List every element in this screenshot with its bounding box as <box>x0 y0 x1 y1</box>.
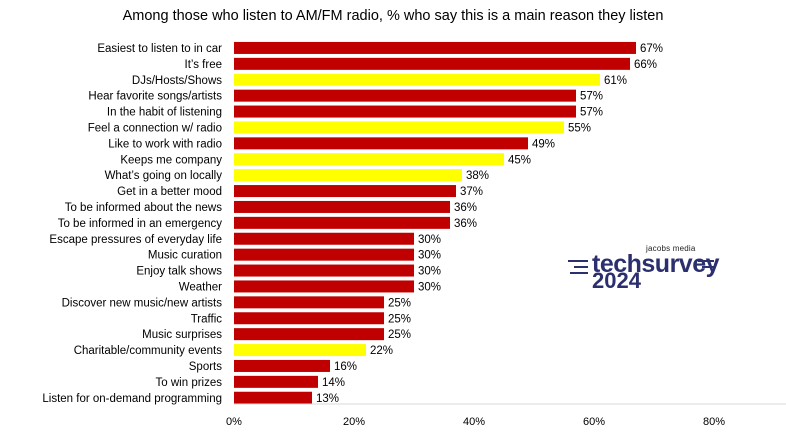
logo-speed-line <box>698 260 714 262</box>
category-label: DJs/Hosts/Shows <box>132 75 222 87</box>
category-label: Easiest to listen to in car <box>97 43 222 55</box>
category-label: Music curation <box>148 250 222 262</box>
category-label: In the habit of listening <box>107 107 222 119</box>
category-label: Sports <box>189 361 222 373</box>
x-tick-label: 80% <box>703 416 725 428</box>
logo-brand: jacobs media <box>646 244 696 253</box>
value-label: 14% <box>322 377 345 389</box>
value-label: 38% <box>466 170 489 182</box>
bar <box>234 216 450 229</box>
value-label: 66% <box>634 59 657 71</box>
bar <box>234 89 576 102</box>
category-label: What’s going on locally <box>105 170 223 182</box>
x-tick-label: 20% <box>343 416 365 428</box>
value-label: 49% <box>532 138 555 150</box>
value-label: 30% <box>418 250 441 262</box>
bar <box>234 153 504 166</box>
category-label: Charitable/community events <box>74 345 223 357</box>
bar <box>234 185 456 198</box>
category-label: Keeps me company <box>120 154 222 166</box>
value-label: 30% <box>418 266 441 278</box>
bar <box>234 169 462 182</box>
chart-title: Among those who listen to AM/FM radio, %… <box>122 8 664 24</box>
value-label: 57% <box>580 91 603 103</box>
bar <box>234 375 318 388</box>
bar <box>234 73 600 86</box>
value-label: 13% <box>316 393 339 405</box>
category-label: Escape pressures of everyday life <box>49 234 222 246</box>
value-label: 36% <box>454 202 477 214</box>
bar <box>234 344 366 357</box>
bar <box>234 57 630 70</box>
category-label: Music surprises <box>142 329 222 341</box>
value-label: 30% <box>418 234 441 246</box>
category-label: To be informed in an emergency <box>58 218 223 230</box>
bar <box>234 264 414 277</box>
value-label: 25% <box>388 313 411 325</box>
bar <box>234 200 450 213</box>
value-label: 16% <box>334 361 357 373</box>
logo-speed-line <box>702 266 714 268</box>
category-label: Traffic <box>191 313 223 325</box>
x-tick-label: 0% <box>226 416 242 428</box>
value-label: 61% <box>604 75 627 87</box>
category-label: Feel a connection w/ radio <box>88 122 222 134</box>
value-label: 37% <box>460 186 483 198</box>
bar <box>234 280 414 293</box>
logo-year: 2024 <box>592 268 641 293</box>
value-label: 55% <box>568 122 591 134</box>
logo-wordmark: techsurvey <box>592 250 720 278</box>
value-label: 25% <box>388 297 411 309</box>
value-label: 22% <box>370 345 393 357</box>
value-label: 67% <box>640 43 663 55</box>
bar <box>234 137 528 150</box>
category-label: Hear favorite songs/artists <box>88 91 222 103</box>
category-label: Enjoy talk shows <box>136 266 222 278</box>
category-label: Get in a better mood <box>117 186 222 198</box>
bar <box>234 391 312 404</box>
bars-layer <box>234 41 636 404</box>
value-label: 36% <box>454 218 477 230</box>
bar <box>234 296 384 309</box>
bar <box>234 312 384 325</box>
bar <box>234 41 636 54</box>
value-label: 25% <box>388 329 411 341</box>
logo-speed-line <box>574 266 588 268</box>
x-axis-ticks: 0% 20% 40% 60% 80% <box>226 416 725 428</box>
bar <box>234 121 564 134</box>
x-tick-label: 60% <box>583 416 605 428</box>
category-label: Like to work with radio <box>108 138 222 150</box>
category-label: To be informed about the news <box>65 202 223 214</box>
bar <box>234 328 384 341</box>
value-label: 30% <box>418 281 441 293</box>
category-labels: Easiest to listen to in car It’s free DJs/… <box>42 43 222 405</box>
value-labels: 67%66%61%57%57%55%49%45%38%37%36%36%30%3… <box>316 43 663 405</box>
value-label: 45% <box>508 154 531 166</box>
category-label: It’s free <box>185 59 223 71</box>
logo-speed-line <box>568 260 588 262</box>
category-label: To win prizes <box>156 377 223 389</box>
bar <box>234 248 414 261</box>
techsurvey-logo: jacobs media techsurvey 2024 <box>568 244 720 294</box>
logo-speed-line <box>570 272 588 274</box>
bar <box>234 232 414 245</box>
bar <box>234 359 330 372</box>
value-label: 57% <box>580 107 603 119</box>
category-label: Discover new music/new artists <box>62 297 223 309</box>
category-label: Weather <box>179 281 222 293</box>
category-label: Listen for on-demand programming <box>42 393 222 405</box>
bar <box>234 105 576 118</box>
x-tick-label: 40% <box>463 416 485 428</box>
